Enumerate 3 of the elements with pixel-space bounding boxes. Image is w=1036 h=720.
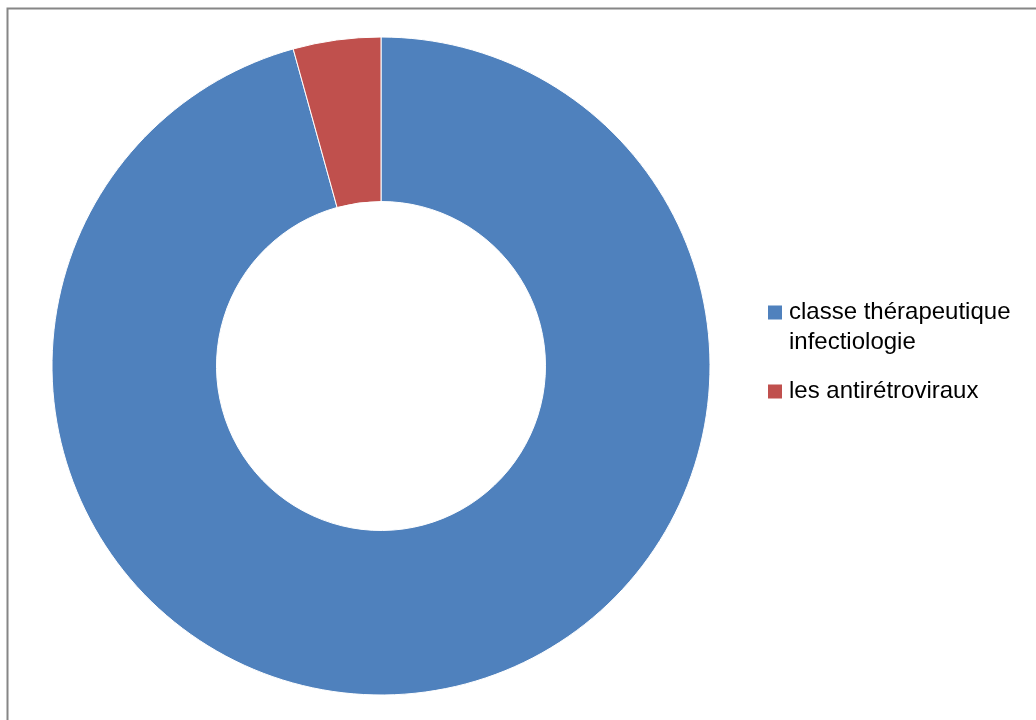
legend-label: les antirétroviraux — [789, 375, 979, 403]
donut-slice — [51, 36, 711, 695]
legend-label: classe thérapeutique infectiologie — [789, 296, 1011, 354]
